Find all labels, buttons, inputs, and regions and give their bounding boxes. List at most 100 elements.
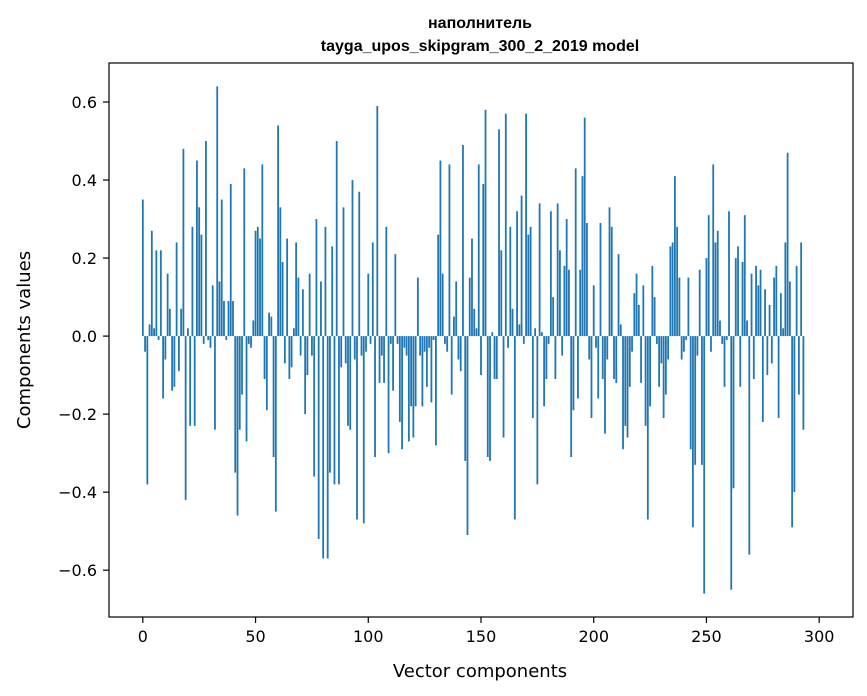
bar-200: [592, 285, 595, 337]
bar-214: [624, 336, 627, 426]
bar-47: [247, 336, 250, 344]
bar-61: [279, 207, 282, 337]
bar-142: [462, 144, 464, 337]
bar-34: [218, 281, 221, 337]
bar-149: [477, 164, 480, 337]
bar-125: [423, 336, 426, 352]
bar-188: [565, 219, 568, 337]
bar-199: [590, 336, 593, 419]
bar-249: [703, 336, 706, 594]
bar-31: [211, 285, 214, 337]
bar-23: [193, 336, 196, 426]
bar-14: [173, 336, 176, 387]
bar-69: [297, 277, 300, 337]
bar-123: [419, 336, 422, 356]
bar-156: [493, 336, 496, 380]
bar-60: [277, 125, 279, 337]
bar-228: [655, 336, 658, 344]
bar-84: [331, 246, 334, 337]
bar-241: [685, 336, 688, 340]
bar-74: [308, 273, 311, 337]
bar-101: [369, 336, 372, 344]
bar-192: [574, 168, 577, 337]
bar-242: [687, 277, 690, 337]
bar-48: [250, 336, 252, 348]
bar-22: [191, 226, 194, 337]
bar-216: [628, 336, 631, 387]
bar-251: [707, 215, 710, 337]
bar-257: [721, 336, 724, 344]
bar-269: [748, 336, 751, 555]
bar-141: [459, 336, 462, 372]
bar-19: [184, 336, 187, 500]
bar-289: [793, 336, 796, 493]
bar-121: [414, 336, 417, 407]
bar-20: [187, 328, 189, 337]
bar-81: [324, 226, 327, 337]
bar-10: [164, 336, 167, 360]
bar-147: [473, 308, 476, 337]
bar-189: [568, 269, 570, 337]
bar-28: [205, 141, 207, 337]
y-axis-ticks: −0.6 −0.4 −0.2 0.0 0.2 0.4 0.6: [58, 93, 109, 580]
bar-83: [329, 336, 331, 473]
bar-9: [162, 336, 165, 399]
bar-193: [577, 336, 579, 399]
bar-99: [365, 336, 367, 352]
bar-98: [362, 336, 365, 524]
bar-197: [586, 222, 588, 337]
bar-204: [601, 336, 604, 380]
x-axis-label: Vector components: [393, 661, 567, 682]
bar-92: [349, 336, 352, 430]
bar-39: [229, 183, 232, 337]
bar-95: [356, 336, 358, 520]
bar-67: [292, 328, 295, 337]
bar-72: [304, 336, 307, 415]
bar-70: [299, 336, 302, 356]
bar-270: [750, 273, 753, 337]
bar-211: [617, 254, 620, 337]
bar-160: [502, 336, 505, 438]
bar-151: [482, 183, 485, 337]
bar-174: [534, 328, 537, 337]
bar-118: [407, 336, 410, 442]
bar-238: [678, 277, 681, 337]
bar-24: [196, 160, 198, 337]
bar-261: [730, 336, 733, 590]
bar-3: [148, 324, 151, 337]
bar-111: [392, 336, 394, 391]
bar-252: [710, 336, 712, 352]
bar-168: [520, 195, 523, 337]
y-tick-label: −0.4: [58, 483, 97, 502]
bar-66: [290, 336, 293, 368]
bar-293: [802, 336, 805, 430]
bar-33: [216, 86, 219, 337]
bar-262: [732, 336, 735, 489]
bar-148: [475, 328, 478, 337]
bar-53: [261, 164, 264, 337]
bar-146: [471, 238, 473, 337]
bar-135: [446, 336, 449, 352]
bar-138: [453, 316, 455, 337]
bar-103: [374, 336, 376, 458]
bar-54: [263, 336, 266, 380]
bar-181: [549, 211, 552, 337]
bar-52: [259, 238, 261, 337]
bar-185: [559, 250, 561, 337]
bar-4: [150, 230, 153, 337]
x-tick-label: 200: [578, 627, 609, 646]
bar-36: [223, 300, 225, 337]
bar-137: [450, 336, 453, 395]
bar-218: [633, 293, 636, 337]
bar-290: [795, 265, 798, 337]
bar-186: [561, 336, 564, 356]
bar-13: [171, 336, 174, 391]
bar-212: [619, 324, 622, 337]
bar-104: [376, 105, 379, 337]
bar-51: [256, 226, 259, 337]
y-axis-label: Components values: [14, 251, 35, 429]
bar-35: [220, 199, 223, 337]
bar-201: [595, 336, 597, 348]
bar-108: [385, 226, 388, 337]
bar-279: [770, 336, 773, 364]
